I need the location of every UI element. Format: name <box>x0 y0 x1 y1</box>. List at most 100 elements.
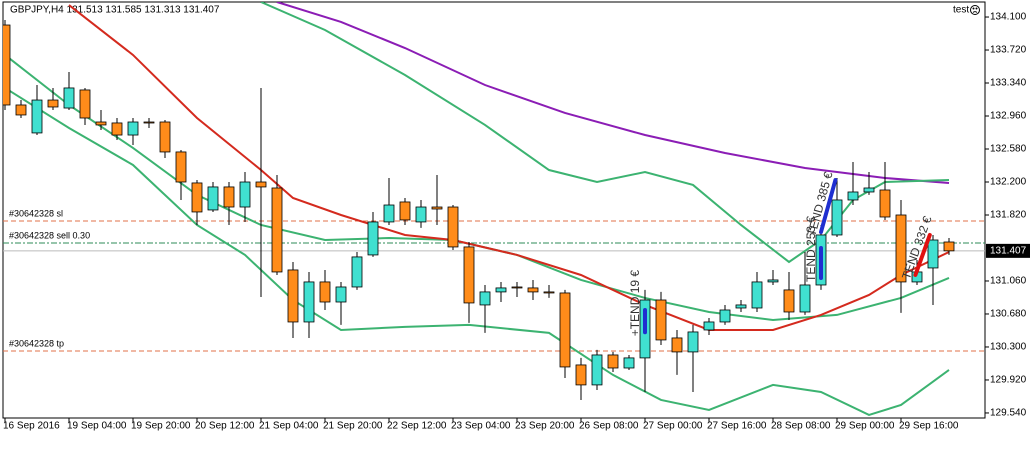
candle-body <box>415 206 427 223</box>
y-tick-label: 132.960 <box>990 111 1027 122</box>
indicator-line <box>260 2 950 264</box>
candle-body <box>383 204 395 223</box>
candle-body <box>495 287 507 293</box>
y-tick-label: 132.200 <box>990 177 1027 188</box>
candle-body <box>623 357 635 369</box>
candle-body <box>543 291 555 294</box>
candle-body <box>79 89 91 119</box>
y-tick-label: 131.820 <box>990 210 1027 221</box>
candle-body <box>431 206 443 210</box>
x-tick-label: 19 Sep 04:00 <box>67 421 127 432</box>
candle-body <box>687 331 699 353</box>
last-price-box <box>986 243 1030 258</box>
candle-body <box>735 304 747 309</box>
candle-body <box>879 189 891 218</box>
candle-body <box>671 337 683 353</box>
candle-body <box>319 281 331 303</box>
candle-body <box>287 269 299 323</box>
candle-body <box>303 281 315 323</box>
account-name: test <box>953 5 969 16</box>
x-tick-label: 16 Sep 2016 <box>3 421 60 432</box>
x-tick-label: 20 Sep 12:00 <box>195 421 255 432</box>
candle-body <box>831 199 843 236</box>
y-tick-label: 133.720 <box>990 45 1027 56</box>
candle-body <box>559 292 571 368</box>
x-tick-label: 19 Sep 20:00 <box>131 421 191 432</box>
plot: +TEND 19 €TEND 253 €TEND 385 €TEND 332 € <box>3 2 985 417</box>
trade-line <box>913 232 932 277</box>
candle-body <box>591 354 603 386</box>
x-tick-label: 29 Sep 00:00 <box>835 421 895 432</box>
y-tick-label: 130.300 <box>990 342 1027 353</box>
candle-body <box>111 122 123 136</box>
candle-body <box>47 99 59 108</box>
candle-body <box>255 181 267 188</box>
indicator-line <box>4 87 950 417</box>
candle-body <box>367 221 379 256</box>
y-tick-label: 134.100 <box>990 12 1027 23</box>
indicator-line <box>68 4 950 331</box>
x-tick-label: 21 Sep 20:00 <box>323 421 383 432</box>
candle-body <box>863 187 875 193</box>
candle-body <box>895 214 907 283</box>
order-label: #30642328 sell 0.30 <box>9 230 90 240</box>
y-tick-label: 133.340 <box>990 78 1027 89</box>
y-tick-label: 132.580 <box>990 144 1027 155</box>
candle-body <box>223 186 235 208</box>
candle-body <box>751 281 763 309</box>
x-tick-label: 23 Sep 20:00 <box>515 421 575 432</box>
candle-body <box>767 279 779 283</box>
x-tick-label: 23 Sep 04:00 <box>451 421 511 432</box>
trade-label: TEND 253 € <box>804 216 818 282</box>
candle-body <box>719 309 731 323</box>
candle-body <box>159 121 171 153</box>
candle-body <box>479 291 491 306</box>
x-tick-label: 27 Sep 16:00 <box>707 421 767 432</box>
candle-body <box>207 186 219 211</box>
candle-body <box>95 121 107 126</box>
y-tick-label: 130.680 <box>990 309 1027 320</box>
candle-body <box>943 241 955 252</box>
candle-body <box>3 24 11 106</box>
candle-body <box>783 289 795 313</box>
indicator-line <box>276 2 950 184</box>
candle-body <box>575 364 587 386</box>
candle-body <box>847 191 859 201</box>
candle-body <box>527 287 539 293</box>
x-tick-label: 26 Sep 08:00 <box>579 421 639 432</box>
smiley-icon <box>970 5 980 15</box>
order-label: #30642328 sl <box>9 208 63 218</box>
candle-body <box>799 284 811 313</box>
candle-body <box>703 321 715 331</box>
candle-body <box>271 187 283 273</box>
order-label: #30642328 tp <box>9 338 64 348</box>
candle-body <box>927 239 939 269</box>
candle-body <box>351 256 363 288</box>
chart-title: GBPJPY,H4 131.513 131.585 131.313 131.40… <box>10 5 220 16</box>
candle-body <box>655 299 667 341</box>
candle-body <box>239 181 251 208</box>
trade-label: +TEND 19 € <box>628 270 642 337</box>
candle-body <box>15 104 27 116</box>
x-tick-label: 28 Sep 08:00 <box>771 421 831 432</box>
last-price-label: 131.407 <box>990 245 1027 256</box>
candle-body <box>399 201 411 221</box>
candle-body <box>63 87 75 109</box>
candle-body <box>463 246 475 304</box>
x-tick-label: 29 Sep 16:00 <box>899 421 959 432</box>
candle-body <box>607 354 619 369</box>
y-tick-label: 131.060 <box>990 276 1027 287</box>
candle-body <box>31 99 43 134</box>
candle-body <box>143 121 155 124</box>
x-tick-label: 27 Sep 00:00 <box>643 421 703 432</box>
y-tick-label: 129.540 <box>990 408 1027 419</box>
trade-line <box>819 178 838 235</box>
candle-body <box>335 286 347 303</box>
candle-body <box>127 121 139 136</box>
y-tick-label: 129.920 <box>990 375 1027 386</box>
x-tick-label: 21 Sep 04:00 <box>259 421 319 432</box>
candle-body <box>511 286 523 289</box>
plot-frame <box>2 1 986 419</box>
